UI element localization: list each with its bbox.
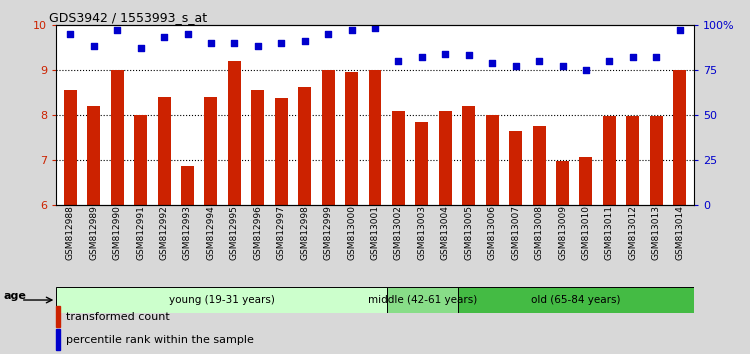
Point — [252, 44, 264, 49]
Text: GSM812996: GSM812996 — [254, 205, 262, 260]
Bar — [486, 115, 499, 205]
Point — [440, 51, 452, 57]
Point — [486, 60, 498, 65]
Bar — [416, 122, 428, 205]
Text: GSM813007: GSM813007 — [512, 205, 520, 260]
Text: GSM813009: GSM813009 — [558, 205, 567, 260]
Text: GSM813001: GSM813001 — [370, 205, 380, 260]
Point — [322, 31, 334, 37]
Text: GSM812989: GSM812989 — [89, 205, 98, 260]
Text: GSM813010: GSM813010 — [581, 205, 590, 260]
Point — [298, 38, 310, 44]
Point — [135, 45, 147, 51]
Bar — [674, 70, 686, 205]
Bar — [509, 131, 522, 205]
Text: GSM812988: GSM812988 — [66, 205, 75, 260]
Bar — [439, 110, 452, 205]
Point — [603, 58, 615, 64]
Text: GSM812993: GSM812993 — [183, 205, 192, 260]
Point — [463, 53, 475, 58]
Point — [650, 55, 662, 60]
Text: GSM812991: GSM812991 — [136, 205, 146, 260]
Bar — [322, 70, 334, 205]
Point — [416, 55, 428, 60]
Text: GSM812992: GSM812992 — [160, 205, 169, 260]
Text: GSM812999: GSM812999 — [323, 205, 332, 260]
Bar — [387, 287, 458, 313]
Bar — [298, 87, 311, 205]
Bar — [368, 70, 382, 205]
Bar — [458, 287, 694, 313]
Bar — [603, 116, 616, 205]
Point — [88, 44, 100, 49]
Point — [674, 27, 686, 33]
Text: GSM812990: GSM812990 — [112, 205, 122, 260]
Point — [111, 27, 123, 33]
Bar — [181, 166, 194, 205]
Bar — [56, 287, 387, 313]
Point — [392, 58, 404, 64]
Text: middle (42-61 years): middle (42-61 years) — [368, 295, 477, 305]
Text: GSM813012: GSM813012 — [628, 205, 638, 260]
Bar — [134, 115, 147, 205]
Bar — [556, 161, 569, 205]
Bar — [64, 90, 76, 205]
Text: GSM813011: GSM813011 — [604, 205, 613, 260]
Bar — [228, 61, 241, 205]
Point — [533, 58, 545, 64]
Text: GSM813006: GSM813006 — [488, 205, 496, 260]
Text: transformed count: transformed count — [67, 312, 170, 322]
Bar — [274, 98, 288, 205]
Bar — [205, 97, 218, 205]
Point — [182, 31, 194, 37]
Point — [627, 55, 639, 60]
Text: age: age — [4, 291, 27, 302]
Bar — [158, 97, 170, 205]
Text: GSM812997: GSM812997 — [277, 205, 286, 260]
Text: GSM812998: GSM812998 — [300, 205, 309, 260]
Text: GSM813004: GSM813004 — [441, 205, 450, 260]
Text: GDS3942 / 1553993_s_at: GDS3942 / 1553993_s_at — [49, 11, 207, 24]
Point — [205, 40, 217, 46]
Bar — [626, 116, 639, 205]
Text: GSM812994: GSM812994 — [206, 205, 215, 260]
Point — [369, 25, 381, 31]
Text: GSM813014: GSM813014 — [675, 205, 684, 260]
Text: GSM813000: GSM813000 — [347, 205, 356, 260]
Text: GSM812995: GSM812995 — [230, 205, 238, 260]
Point — [580, 67, 592, 73]
Bar — [111, 70, 124, 205]
Bar — [532, 126, 545, 205]
Point — [275, 40, 287, 46]
Point — [158, 35, 170, 40]
Point — [510, 63, 522, 69]
Point — [556, 63, 568, 69]
Bar — [87, 106, 100, 205]
Text: percentile rank within the sample: percentile rank within the sample — [67, 335, 254, 345]
Point — [228, 40, 240, 46]
Point — [64, 31, 76, 37]
Bar — [580, 157, 592, 205]
Text: GSM813005: GSM813005 — [464, 205, 473, 260]
Text: GSM813002: GSM813002 — [394, 205, 403, 260]
Text: old (65-84 years): old (65-84 years) — [531, 295, 620, 305]
Bar — [462, 106, 476, 205]
Point — [346, 27, 358, 33]
Text: GSM813013: GSM813013 — [652, 205, 661, 260]
Text: young (19-31 years): young (19-31 years) — [169, 295, 274, 305]
Bar — [251, 90, 264, 205]
Text: GSM813003: GSM813003 — [417, 205, 426, 260]
Bar — [650, 116, 663, 205]
Bar — [345, 72, 358, 205]
Text: GSM813008: GSM813008 — [535, 205, 544, 260]
Bar — [392, 110, 405, 205]
